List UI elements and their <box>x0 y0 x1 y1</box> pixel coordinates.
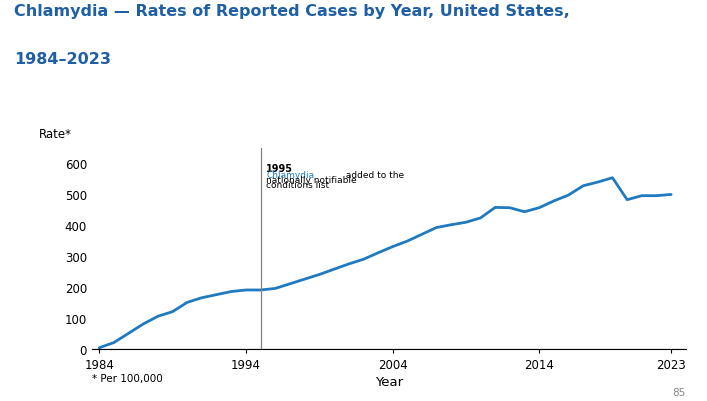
Text: 1984–2023: 1984–2023 <box>14 52 111 67</box>
Text: added to the: added to the <box>343 170 404 180</box>
Text: 1995: 1995 <box>267 164 293 174</box>
X-axis label: Year: Year <box>375 375 403 388</box>
Text: Rate*: Rate* <box>38 128 71 140</box>
Text: Chlamydia — Rates of Reported Cases by Year, United States,: Chlamydia — Rates of Reported Cases by Y… <box>14 4 570 19</box>
Text: * Per 100,000: * Per 100,000 <box>92 373 163 383</box>
Text: nationally notifiable: nationally notifiable <box>267 176 357 184</box>
Text: 85: 85 <box>672 387 686 397</box>
Text: conditions list: conditions list <box>267 180 329 189</box>
Text: Chlamydia: Chlamydia <box>267 170 315 180</box>
